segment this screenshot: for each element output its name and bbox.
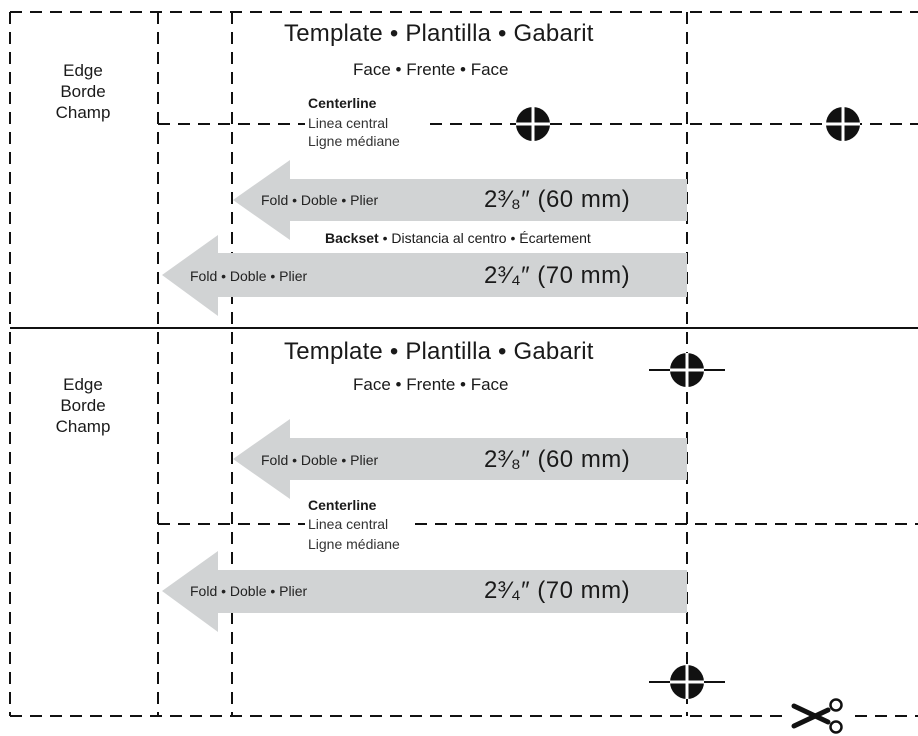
scissors-icon <box>791 698 843 734</box>
crosshair-target-icon <box>516 107 550 141</box>
fold-arrow <box>162 551 687 632</box>
centerline-label: Centerline <box>308 497 377 513</box>
template-subtitle: Face • Frente • Face <box>353 375 509 394</box>
fold-arrow <box>233 160 687 240</box>
crosshair-target-icon <box>826 107 860 141</box>
fold-label: Fold • Doble • Plier <box>190 268 308 284</box>
centerline-label-fr: Ligne médiane <box>308 133 400 149</box>
centerline-label-fr: Ligne médiane <box>308 536 400 552</box>
measure-label: 2³⁄₈″ (60 mm) <box>484 186 631 213</box>
fold-arrow <box>233 419 687 499</box>
edge-label: Edge Borde Champ <box>55 375 111 436</box>
fold-label: Fold • Doble • Plier <box>190 583 308 599</box>
centerline-label-es: Linea central <box>308 115 389 131</box>
template-subtitle: Face • Frente • Face <box>353 60 509 79</box>
measure-label: 2³⁄₈″ (60 mm) <box>484 446 631 473</box>
backset-label-bold: Backset <box>325 230 379 246</box>
measure-label: 2³⁄₄″ (70 mm) <box>484 262 631 289</box>
fold-label: Fold • Doble • Plier <box>261 452 379 468</box>
template-title: Template • Plantilla • Gabarit <box>284 338 594 365</box>
fold-arrow <box>162 235 687 316</box>
measure-label: 2³⁄₄″ (70 mm) <box>484 577 631 604</box>
crosshair-target-icon <box>649 353 725 387</box>
fold-label: Fold • Doble • Plier <box>261 192 379 208</box>
centerline-label-es: Linea central <box>308 516 389 532</box>
crosshair-target-icon <box>649 665 725 699</box>
backset-label-rest: • Distancia al centro • Écartement <box>378 230 591 246</box>
edge-label: Edge Borde Champ <box>55 61 111 122</box>
backset-label: Backset • Distancia al centro • Écarteme… <box>325 231 591 245</box>
centerline-label: Centerline <box>308 95 377 111</box>
template-title: Template • Plantilla • Gabarit <box>284 20 594 47</box>
